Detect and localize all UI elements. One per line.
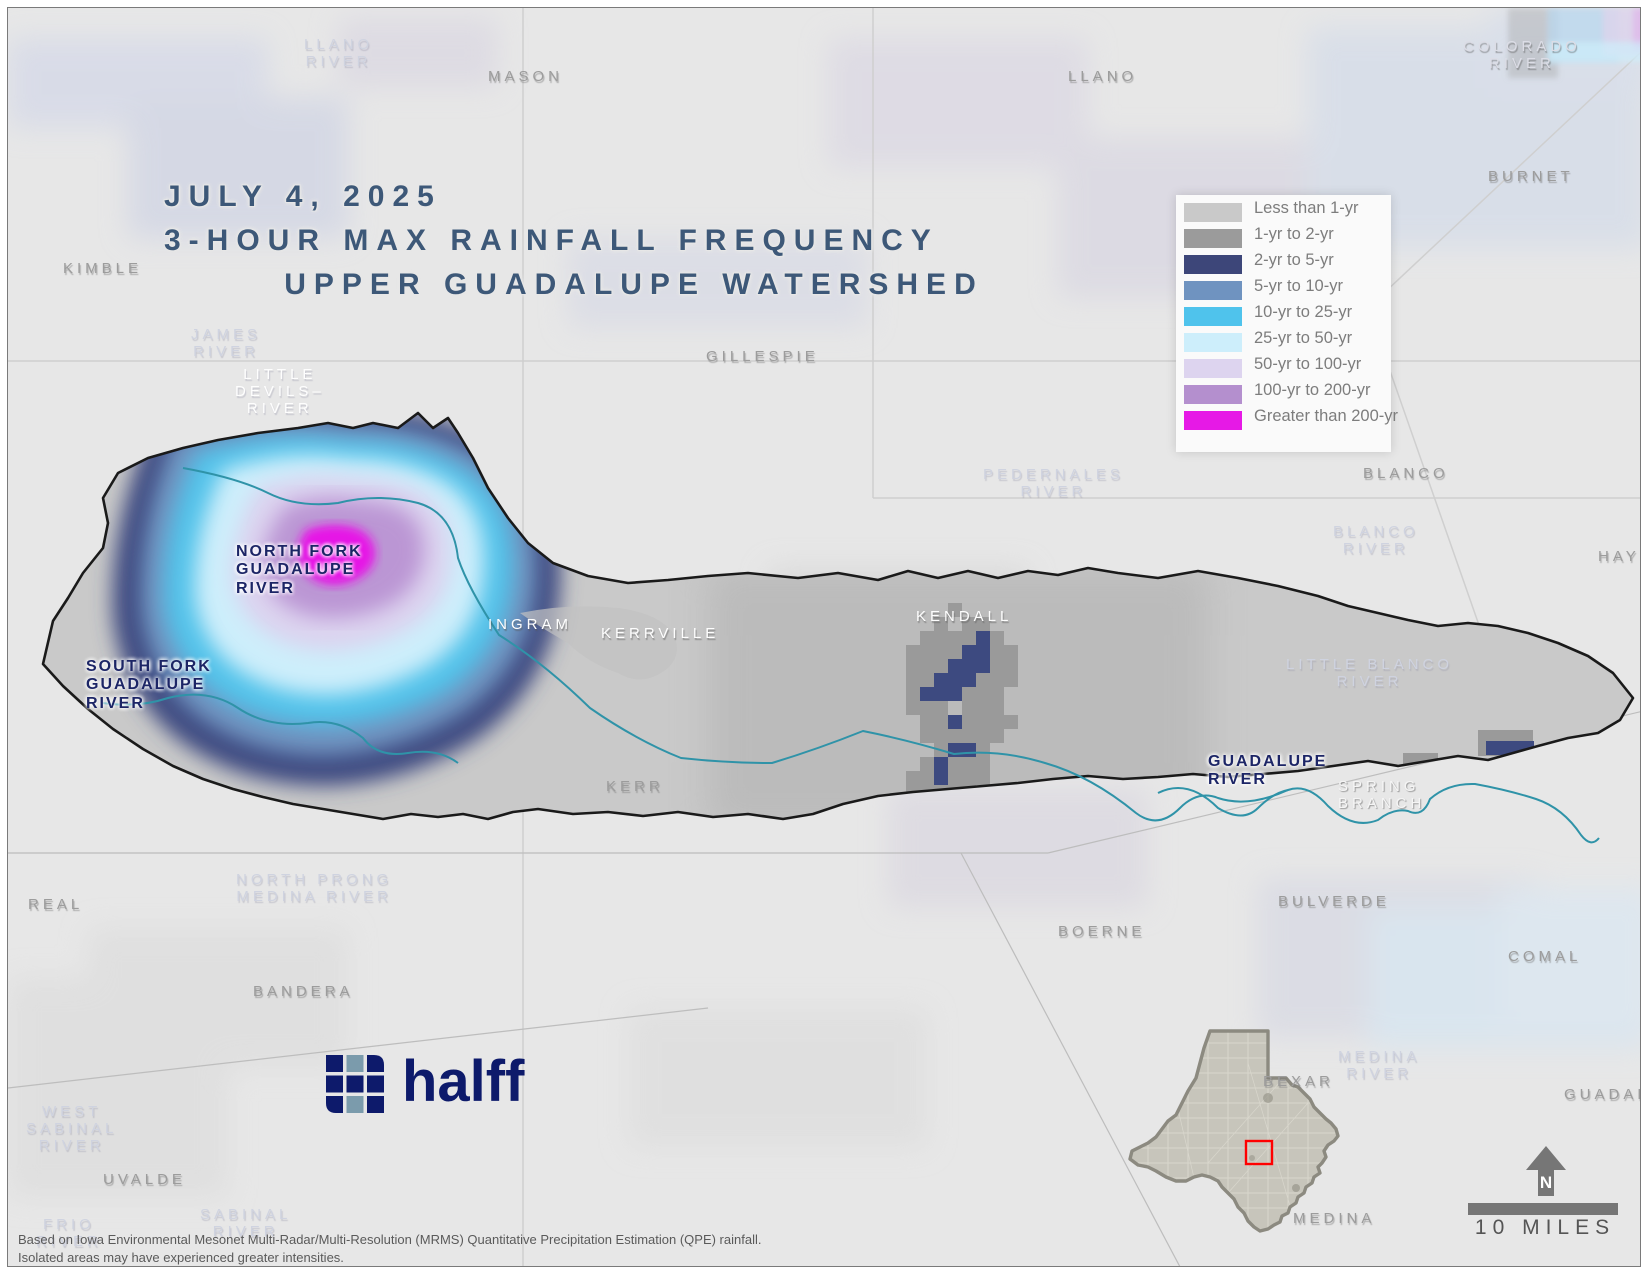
svg-text:N: N — [1540, 1173, 1552, 1192]
